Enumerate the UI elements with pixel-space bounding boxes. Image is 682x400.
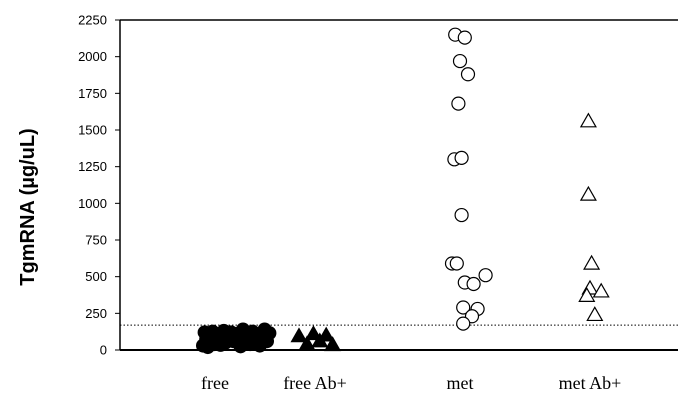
category-label: met <box>447 373 474 393</box>
y-tick-label: 250 <box>85 306 107 321</box>
y-tick-label: 2250 <box>78 13 107 28</box>
data-point-met-ab <box>578 287 596 302</box>
y-tick-label: 1500 <box>78 123 107 138</box>
y-tick-label: 500 <box>85 269 107 284</box>
y-tick-label: 750 <box>85 233 107 248</box>
data-point-met-ab <box>583 254 601 270</box>
category-label: free Ab+ <box>283 373 347 393</box>
data-point-met <box>454 207 469 223</box>
category-label: met Ab+ <box>559 373 622 393</box>
data-point-free <box>262 326 277 341</box>
data-point-met <box>456 316 471 331</box>
y-tick-label: 1250 <box>78 159 107 174</box>
data-point-met <box>449 256 464 271</box>
data-points <box>196 27 610 355</box>
data-point-met <box>457 30 472 45</box>
category-labels: free free Ab+ met met Ab+ <box>201 373 621 393</box>
data-point-free-ab <box>317 326 335 342</box>
data-point-met <box>452 53 468 69</box>
y-axis-title: TgmRNA (µg/uL) <box>17 128 39 285</box>
data-point-met <box>454 150 469 165</box>
data-point-met <box>456 300 471 315</box>
category-label: free <box>201 373 229 393</box>
data-point-met <box>451 96 466 111</box>
data-point-met-ab <box>586 306 604 322</box>
data-point-met <box>466 276 481 292</box>
y-tick-label: 1750 <box>78 86 107 101</box>
data-point-free-ab <box>298 335 316 351</box>
data-point-free-ab <box>290 327 308 343</box>
data-point-free-ab <box>304 325 322 341</box>
y-tick-label: 1000 <box>78 196 107 211</box>
y-tick-label: 0 <box>100 343 107 358</box>
data-point-met-ab <box>579 185 597 201</box>
data-point-free-ab <box>324 336 342 352</box>
y-ticks: 0 250 500 750 1000 1250 1500 1750 2000 2250 <box>78 13 120 358</box>
data-point-met-ab <box>592 282 610 298</box>
data-point-met-ab <box>579 112 597 128</box>
data-point-met <box>460 67 476 82</box>
y-tick-label: 2000 <box>78 49 107 64</box>
data-point-met <box>478 268 493 283</box>
